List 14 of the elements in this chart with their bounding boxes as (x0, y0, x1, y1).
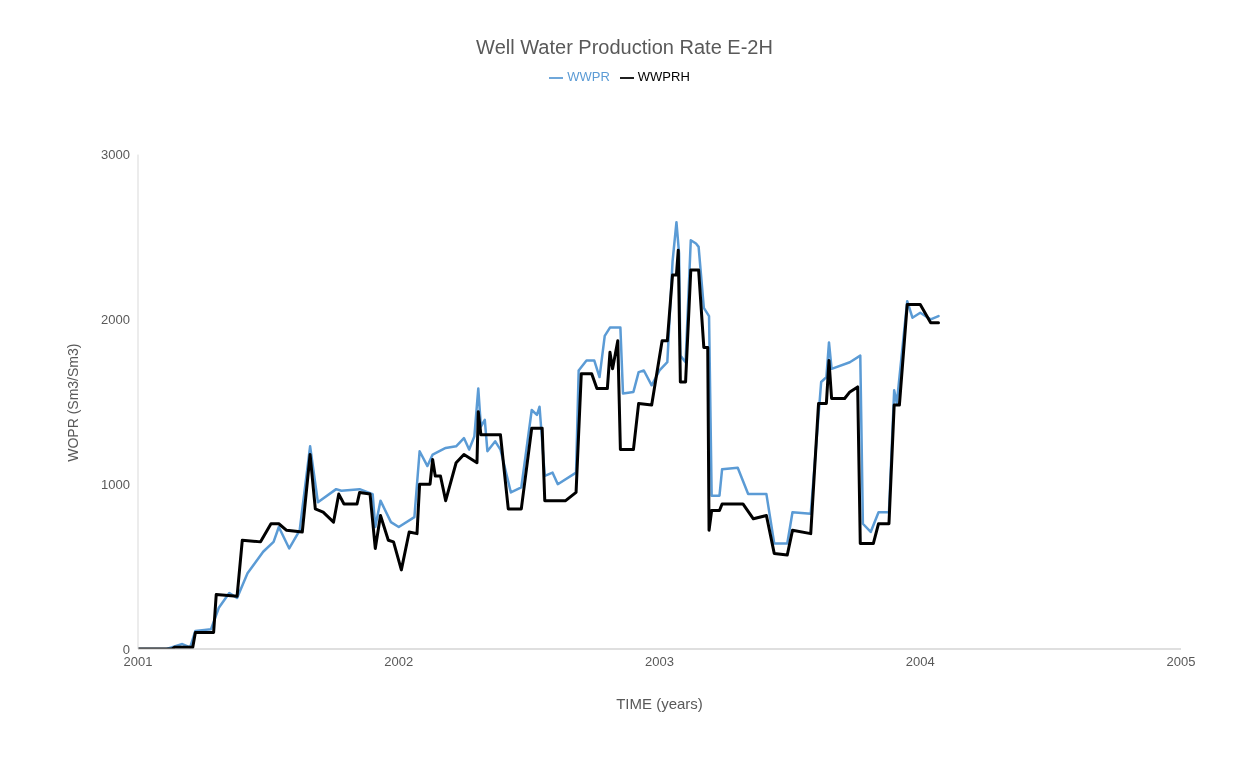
y-tick-label: 1000 (101, 476, 130, 492)
x-tick-label: 2001 (123, 654, 153, 670)
x-tick-label: 2005 (1166, 654, 1196, 670)
y-axis-title: WOPR (Sm3/Sm3) (64, 343, 81, 462)
chart-title: Well Water Production Rate E-2H (475, 35, 774, 59)
x-tick-label: 2004 (905, 654, 935, 670)
legend-label: WWPRH (637, 69, 690, 84)
x-tick-label: 2002 (384, 654, 414, 670)
y-tick-label: 0 (122, 641, 130, 657)
x-tick-label: 2003 (645, 654, 674, 670)
x-axis-title: TIME (years) (616, 695, 703, 712)
legend-label: WWPR (567, 69, 610, 84)
y-tick-label: 2000 (101, 311, 130, 327)
y-tick-label: 3000 (101, 147, 130, 163)
